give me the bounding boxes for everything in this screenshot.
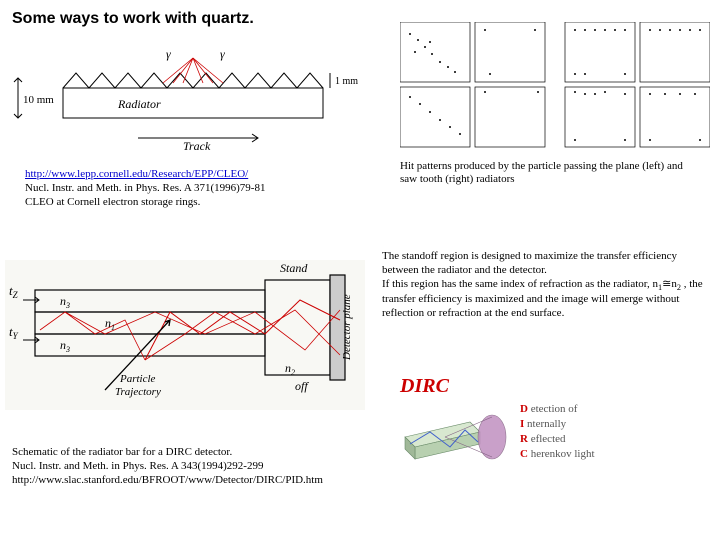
radiator-diagram: 10 mm γ γ 1 mm Radiator Track (8, 48, 363, 148)
track-label: Track (183, 139, 211, 153)
radiator-label: Radiator (117, 97, 161, 111)
dirc-caption-line2: Nucl. Instr. and Meth. in Phys. Res. A 3… (12, 460, 263, 472)
cleo-ref: Nucl. Instr. and Meth. in Phys. Res. A 3… (25, 182, 265, 194)
page-title: Some ways to work with quartz. (12, 10, 254, 28)
label-1mm: 1 mm (335, 76, 358, 87)
gamma-label-right: γ (220, 48, 225, 61)
standoff-para2: If this region has the same index of ref… (382, 278, 703, 319)
svg-text:Detector plane: Detector plane (341, 294, 353, 361)
hit-pattern-panels (400, 22, 710, 162)
svg-text:Stand: Stand (280, 261, 308, 275)
standoff-para1: The standoff region is designed to maxim… (382, 250, 677, 276)
cleo-link[interactable]: http://www.lepp.cornell.edu/Research/EPP… (25, 168, 248, 180)
svg-text:Trajectory: Trajectory (115, 386, 161, 398)
dirc-title: DIRC (400, 375, 700, 398)
svg-text:Particle: Particle (119, 373, 156, 385)
caption-dirc-schematic: Schematic of the radiator bar for a DIRC… (12, 446, 372, 487)
dirc-bar-icon (400, 402, 510, 482)
dirc-logo: DIRC D etection of I nternally R eflecte… (400, 375, 700, 505)
gamma-label-left: γ (166, 48, 171, 61)
standoff-description: The standoff region is designed to maxim… (382, 250, 712, 321)
label-10mm: 10 mm (23, 94, 54, 106)
cleo-desc: CLEO at Cornell electron storage rings. (25, 196, 200, 208)
dirc-caption-line1: Schematic of the radiator bar for a DIRC… (12, 446, 232, 458)
caption-hit-patterns: Hit patterns produced by the particle pa… (400, 160, 690, 186)
svg-text:off: off (295, 379, 309, 393)
caption-cleo: http://www.lepp.cornell.edu/Research/EPP… (25, 168, 355, 209)
dirc-caption-line3: http://www.slac.stanford.edu/BFROOT/www/… (12, 474, 323, 486)
dirc-schematic: tZ tY n3 n1 n3 n2 Particle Trajectory St… (5, 260, 365, 410)
